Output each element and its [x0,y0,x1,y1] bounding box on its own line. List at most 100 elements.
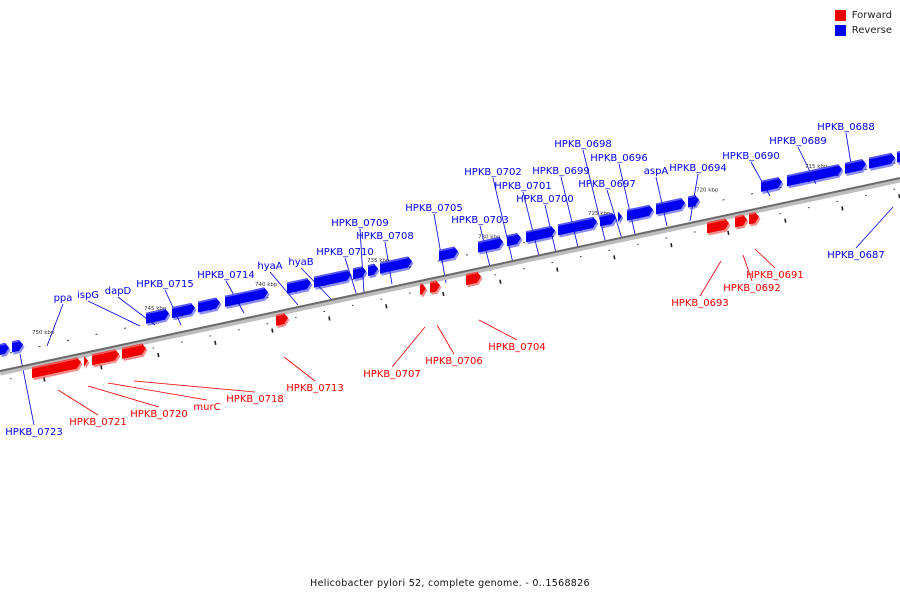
legend-item-reverse: Reverse [834,23,892,38]
leader-line [107,382,208,401]
tick-mark-major [385,304,388,309]
gene-label-forward: HPKB_0706 [425,356,482,367]
gene-highlight [844,159,863,165]
scale-label: 745 kbp [144,306,167,312]
gene-body [32,357,81,379]
gene-highlight [748,212,756,216]
leader-line [133,380,256,393]
gene-forward [429,280,442,295]
gene-highlight [786,164,839,177]
gene-highlight [91,349,116,357]
gene-highlight [352,266,363,271]
tick-mark-major [670,242,673,248]
gene-reverse [313,269,353,290]
gene-forward [465,271,483,288]
tick-mark-major [727,230,730,236]
gene-highlight [313,269,348,279]
gene-reverse [655,197,687,217]
gene-body [172,303,195,319]
gene-body [314,269,351,288]
gene-highlight [477,237,500,244]
scale-label: 725 kbp [588,211,611,217]
gene-label-reverse: HPKB_0696 [590,153,647,164]
gene-body [12,339,23,353]
gene-highlight [121,343,143,350]
gene-highlight [868,153,892,160]
legend-label-forward: Forward [851,10,892,21]
gene-body [787,164,842,187]
gene-highlight [626,205,650,212]
gene-highlight [171,303,192,309]
gene-label-forward: HPKB_0718 [226,394,283,405]
gene-label-forward: HPKB_0693 [671,298,728,309]
forward-swatch [834,10,846,21]
gene-body [198,297,220,313]
legend: Forward Reverse [834,8,892,38]
gene-highlight [224,287,265,298]
leader-line [742,254,753,282]
gene-body [688,194,699,208]
leader-line [754,248,776,269]
leader-line [359,228,365,294]
gene-reverse [626,204,655,223]
gene-body [656,197,685,215]
scale-label: 720 kbp [696,188,719,194]
leader-line [87,385,160,408]
legend-label-reverse: Reverse [851,25,892,36]
gene-label-forward: HPKB_0713 [286,383,343,394]
scale-labels: 750 kbp 745 kbp 740 kbp 735 kbp 730 kbp 725 k… [32,164,828,336]
gene-forward [748,212,761,227]
gene-label-reverse: HPKB_0698 [554,139,611,150]
gene-highlight [465,271,478,276]
scale-label: 735 kbp [367,258,390,264]
gene-forward [91,349,121,368]
leader-line [46,303,64,347]
gene-reverse [197,297,222,315]
leader-line [492,177,514,264]
gene-body [225,287,268,307]
gene-body [353,266,366,280]
gene-label-forward: HPKB_0692 [723,283,780,294]
gene-body [122,343,146,359]
gene-highlight [557,217,594,227]
gene-reverse [438,246,460,264]
gene-body [92,349,119,366]
gene-label-reverse: HPKB_0723 [5,427,62,438]
gene-reverse [352,266,368,282]
gene-label-reverse: HPKB_0700 [516,194,573,205]
scale-label: 740 kbp [255,282,278,288]
gene-reverse [11,339,25,355]
gene-body [146,308,169,324]
gene-highlight [706,218,726,225]
gene-body [439,246,458,261]
gene-forward [31,357,83,381]
legend-item-forward: Forward [834,8,892,23]
gene-features [0,150,900,381]
leader-line [391,326,426,368]
gene-highlight [525,226,552,233]
gene-body [430,280,440,293]
gene-label-reverse: HPKB_0689 [769,136,826,147]
gene-label-reverse: HPKB_0703 [451,215,508,226]
gene-highlight [0,343,6,346]
gene-highlight [145,308,166,315]
gene-label-reverse: HPKB_0701 [494,181,551,192]
gene-reverse [506,233,523,249]
leader-line [618,163,636,235]
gene-highlight [286,278,308,285]
gene-label-reverse: HPKB_0690 [722,151,779,162]
gene-highlight [429,280,437,284]
tick-mark-major [613,255,616,260]
gene-reverse [477,236,505,255]
genome-caption: Helicobacter pylori 52, complete genome.… [310,578,590,589]
tick-mark-major [43,377,46,382]
gene-reverse [224,287,270,309]
tick-mark-major [442,291,445,297]
tick-mark-major [157,352,160,358]
leader-line [57,389,99,416]
gene-label-reverse: HPKB_0705 [405,203,462,214]
gene-reverse [0,342,11,358]
gene-highlight [367,264,375,267]
tick-mark-major [499,279,502,284]
gene-body [478,236,503,253]
